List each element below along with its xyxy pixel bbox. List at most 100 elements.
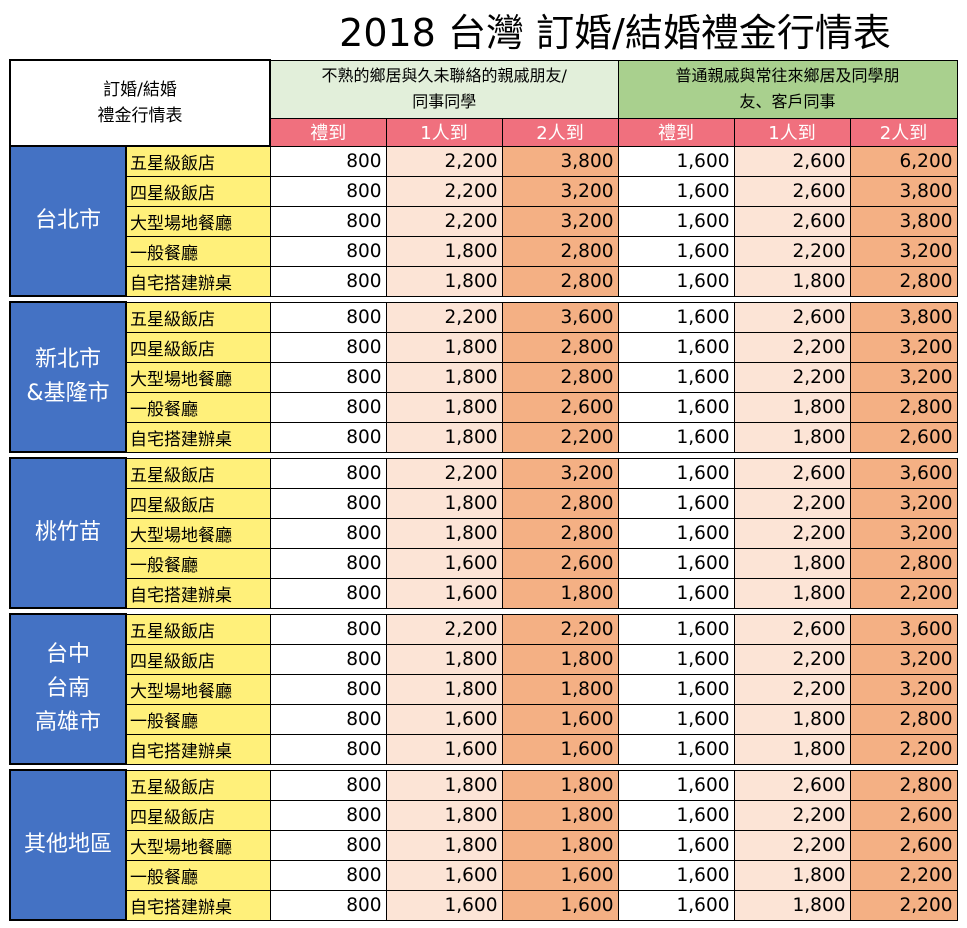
amount-cell: 1,800 [733,547,851,579]
amount-cell: 1,600 [617,301,735,333]
corner-label-line2: 禮金行情表 [97,106,183,126]
venue-type-cell: 一般餐廳 [125,235,271,267]
amount-cell: 1,600 [617,769,735,801]
amount-cell: 1,800 [385,517,503,549]
amount-cell: 2,600 [849,829,958,861]
amount-cell: 1,800 [385,643,503,675]
region-name-line: 台南 [45,676,90,701]
amount-cell: 800 [269,613,387,645]
corner-label-line1: 訂婚/結婚 [103,80,177,100]
amount-cell: 800 [269,265,387,297]
amount-cell: 1,800 [733,889,851,921]
table-row: 大型場地餐廳 800 1,800 2,800 1,600 2,200 3,200 [10,517,958,549]
amount-cell: 2,600 [733,613,851,645]
amount-cell: 1,800 [501,799,619,831]
amount-cell: 1,800 [501,577,619,609]
amount-cell: 800 [269,331,387,363]
amount-cell: 2,800 [849,769,958,801]
table-row: 台北市 五星級飯店 800 2,200 3,800 1,600 2,600 6,200 [9,145,958,297]
region-name-line: 高雄市 [34,710,101,735]
amount-cell: 1,600 [385,859,503,891]
amount-cell: 1,800 [385,361,503,393]
amount-cell: 2,200 [385,175,503,207]
venue-type-cell: 五星級飯店 [125,145,271,177]
amount-cell: 1,600 [501,889,619,921]
amount-cell: 3,800 [501,145,619,177]
amount-cell: 2,200 [733,487,851,519]
table-row: 其他地區 五星級飯店 800 1,800 1,800 1,600 2,600 2,800 [9,769,958,921]
venue-type-cell: 一般餐廳 [125,391,271,423]
venue-type-cell: 四星級飯店 [125,175,271,207]
amount-cell: 3,800 [849,175,958,207]
amount-cell: 800 [269,517,387,549]
amount-cell: 2,200 [733,799,851,831]
table-row: 自宅搭建辦桌 800 1,600 1,600 1,600 1,800 2,200 [10,733,958,765]
amount-cell: 1,600 [617,517,735,549]
amount-cell: 1,800 [501,673,619,705]
amount-cell: 3,800 [849,301,958,333]
amount-cell: 2,600 [733,205,851,237]
amount-cell: 1,600 [617,643,735,675]
amount-cell: 3,200 [849,643,958,675]
venue-type-cell: 大型場地餐廳 [125,673,271,705]
table-row: 自宅搭建辦桌 800 1,600 1,600 1,600 1,800 2,200 [10,889,958,921]
amount-cell: 2,200 [733,829,851,861]
region-name-cell: 桃竹苗 [9,457,127,609]
table-row: 四星級飯店 800 1,800 2,800 1,600 2,200 3,200 [10,331,958,363]
venue-type-cell: 自宅搭建辦桌 [125,577,271,609]
amount-cell: 2,200 [849,577,958,609]
amount-cell: 1,600 [617,145,735,177]
amount-cell: 2,200 [733,361,851,393]
amount-cell: 1,800 [733,859,851,891]
amount-cell: 3,200 [849,331,958,363]
amount-cell: 3,800 [849,205,958,237]
amount-cell: 6,200 [849,145,958,177]
amount-cell: 3,200 [501,205,619,237]
amount-cell: 1,800 [501,769,619,801]
table-row: 四星級飯店 800 1,800 2,800 1,600 2,200 3,200 [10,487,958,519]
amount-cell: 2,200 [385,457,503,489]
region-name-cell: 其他地區 [9,769,127,921]
venue-type-cell: 四星級飯店 [125,799,271,831]
amount-cell: 2,200 [733,331,851,363]
region-name-cell: 台中 台南 高雄市 [9,613,127,765]
amount-cell: 1,800 [733,391,851,423]
amount-cell: 800 [269,205,387,237]
amount-cell: 1,600 [501,859,619,891]
amount-cell: 2,600 [501,391,619,423]
venue-type-cell: 五星級飯店 [125,613,271,645]
col-header-two-persons-2: 2人到 [849,117,958,147]
amount-cell: 1,600 [617,205,735,237]
amount-cell: 1,600 [617,673,735,705]
amount-cell: 1,800 [385,265,503,297]
amount-cell: 2,800 [849,265,958,297]
col-header-gift-only-1: 禮到 [269,117,387,147]
amount-cell: 800 [269,175,387,207]
amount-cell: 800 [269,769,387,801]
amount-cell: 800 [269,643,387,675]
amount-cell: 800 [269,859,387,891]
table-row: 自宅搭建辦桌 800 1,600 1,800 1,600 1,800 2,200 [10,577,958,609]
amount-cell: 2,600 [849,799,958,831]
amount-cell: 1,800 [501,829,619,861]
amount-cell: 1,800 [385,391,503,423]
amount-cell: 3,600 [849,613,958,645]
group-header-close-relations: 普通親戚與常往來鄉居及同學朋 友、客戶同事 [617,59,958,119]
amount-cell: 3,200 [849,517,958,549]
col-header-two-persons-1: 2人到 [501,117,619,147]
table-row: 新北市 &基隆市 五星級飯店 800 2,200 3,600 1,600 2,600 3,800 [9,301,958,453]
amount-cell: 800 [269,673,387,705]
venue-type-cell: 一般餐廳 [125,859,271,891]
amount-cell: 1,600 [617,361,735,393]
amount-cell: 1,600 [385,889,503,921]
table-row: 自宅搭建辦桌 800 1,800 2,800 1,600 1,800 2,800 [10,265,958,297]
table-row: 一般餐廳 800 1,600 1,600 1,600 1,800 2,800 [10,703,958,735]
amount-cell: 2,600 [733,301,851,333]
amount-cell: 2,800 [501,517,619,549]
region-name-line: 台北市 [34,208,101,233]
amount-cell: 2,200 [849,733,958,765]
amount-cell: 1,600 [385,577,503,609]
amount-cell: 1,600 [617,859,735,891]
venue-type-cell: 四星級飯店 [125,487,271,519]
amount-cell: 1,600 [617,391,735,423]
